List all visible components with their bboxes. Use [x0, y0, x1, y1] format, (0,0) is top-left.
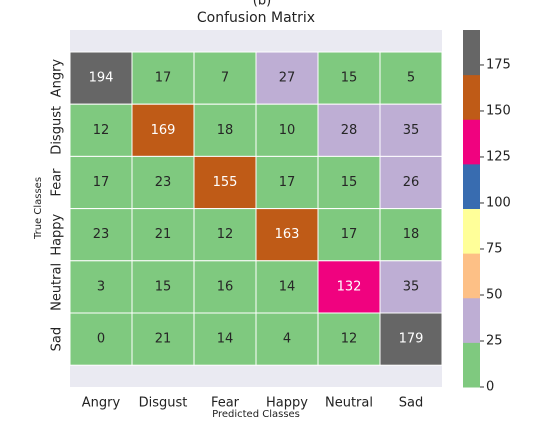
heatmap-cell: [317, 312, 381, 366]
colorbar-tick-label: 100: [486, 195, 511, 210]
heatmap-cell: [69, 260, 133, 314]
cell-label: 5: [407, 71, 415, 86]
cell-label: 26: [403, 175, 420, 190]
cell-label: 132: [337, 279, 362, 294]
cell-label: 10: [279, 123, 296, 138]
cell-label: 12: [341, 332, 358, 347]
cell-label: 7: [221, 71, 229, 86]
chart-subtitle: (b): [253, 0, 271, 9]
y-tick-label: Neutral: [50, 263, 65, 311]
heatmap-cell: [379, 155, 443, 210]
heatmap-cell: [193, 51, 257, 105]
heatmap-cell: [379, 312, 443, 366]
cell-label: 14: [279, 279, 296, 294]
heatmap-cell: [69, 312, 133, 366]
cell-label: 27: [279, 71, 296, 86]
cell-label: 12: [217, 227, 234, 242]
cell-label: 23: [93, 227, 110, 242]
cell-label: 21: [155, 227, 172, 242]
heatmap-cell: [131, 260, 195, 314]
x-tick-label: Neutral: [325, 396, 373, 411]
heatmap-cell: [193, 155, 257, 210]
x-tick-label: Angry: [82, 396, 121, 411]
x-axis-label: Predicted Classes: [212, 409, 300, 420]
heatmap-cell: [379, 103, 443, 157]
colorbar-segment: [463, 163, 480, 209]
heatmap-cell: [131, 103, 195, 157]
cell-label: 169: [151, 123, 176, 138]
cell-label: 17: [93, 175, 110, 190]
x-tick-label: Fear: [211, 396, 240, 411]
cell-label: 21: [155, 332, 172, 347]
colorbar-segment: [463, 253, 480, 299]
heatmap-cell: [193, 208, 257, 262]
colorbar-tick-label: 25: [486, 333, 503, 348]
cell-label: 4: [283, 332, 291, 347]
colorbar-tick-label: 150: [486, 103, 511, 118]
colorbar-tick-label: 50: [486, 287, 503, 302]
cell-label: 194: [89, 71, 114, 86]
heatmap-cell: [255, 103, 319, 157]
cell-label: 28: [341, 123, 358, 138]
cell-label: 18: [403, 227, 420, 242]
heatmap-cell: [193, 312, 257, 366]
heatmap-cell: [317, 208, 381, 262]
cell-label: 155: [213, 175, 238, 190]
cell-label: 15: [341, 175, 358, 190]
cell-label: 0: [97, 332, 105, 347]
x-tick-label: Sad: [399, 396, 423, 411]
cell-label: 17: [279, 175, 296, 190]
heatmap-cell: [255, 208, 319, 262]
cell-label: 15: [155, 279, 172, 294]
cell-label: 17: [155, 71, 172, 86]
heatmap-cell: [255, 155, 319, 210]
colorbar-segment: [463, 208, 480, 254]
cell-label: 23: [155, 175, 172, 190]
colorbar-tick-label: 175: [486, 57, 511, 72]
cell-label: 18: [217, 123, 234, 138]
y-tick-label: Disgust: [50, 106, 65, 155]
heatmap-cell: [131, 155, 195, 210]
colorbar-tick-label: 0: [486, 380, 494, 395]
y-tick-label: Fear: [50, 168, 65, 197]
heatmap-cell: [131, 51, 195, 105]
cell-label: 15: [341, 71, 358, 86]
cell-label: 163: [275, 227, 300, 242]
y-tick-label: Happy: [50, 213, 65, 255]
cell-label: 3: [97, 279, 105, 294]
colorbar-segment: [463, 74, 480, 120]
chart-title: Confusion Matrix: [197, 10, 315, 26]
y-tick-label: Angry: [50, 59, 65, 98]
cell-label: 17: [341, 227, 358, 242]
y-axis-label: True Classes: [33, 177, 44, 240]
heatmap-cell: [317, 260, 381, 314]
cell-label: 12: [93, 123, 110, 138]
colorbar-tick-label: 75: [486, 241, 503, 256]
cell-label: 35: [403, 279, 420, 294]
x-tick-label: Happy: [266, 396, 308, 411]
cell-label: 35: [403, 123, 420, 138]
colorbar-segment: [463, 297, 480, 343]
heatmap-cell: [317, 155, 381, 210]
heatmap-cell: [193, 103, 257, 157]
colorbar-segment: [463, 342, 480, 388]
heatmap-cell: [69, 155, 133, 210]
heatmap-cell: [69, 208, 133, 262]
y-tick-label: Sad: [50, 327, 65, 351]
heatmap-cell: [379, 208, 443, 262]
colorbar-tick-label: 125: [486, 149, 511, 164]
heatmap-cell: [379, 260, 443, 314]
colorbar-segment: [463, 119, 480, 165]
x-tick-label: Disgust: [139, 396, 188, 411]
cell-label: 14: [217, 332, 234, 347]
colorbar-segment: [463, 30, 480, 76]
cell-label: 16: [217, 279, 234, 294]
heatmap-cell: [69, 51, 133, 105]
cell-label: 179: [399, 332, 424, 347]
